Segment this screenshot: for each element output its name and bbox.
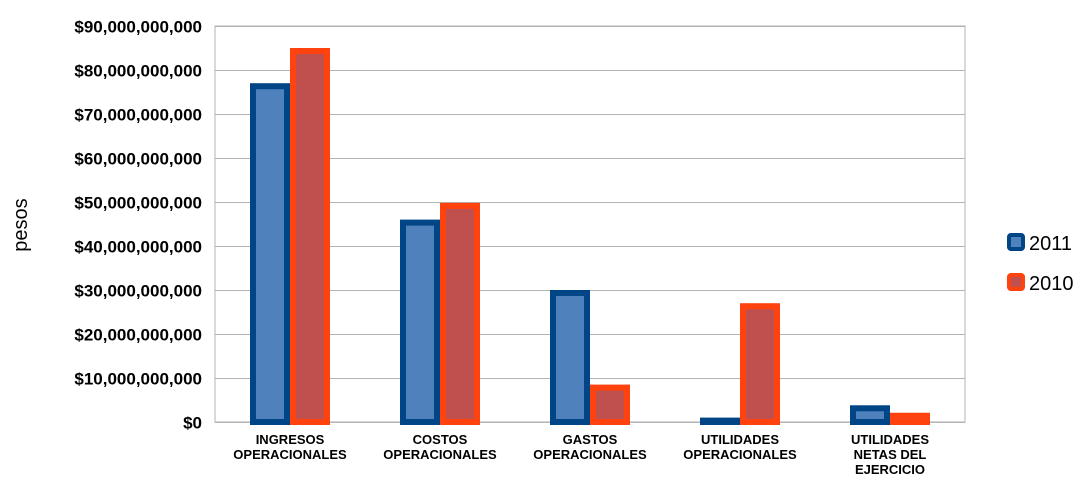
- y-tick-label: $90,000,000,000: [74, 18, 202, 37]
- x-category-label-line: UTILIDADES: [851, 432, 929, 447]
- x-category-label-line: UTILIDADES: [701, 432, 779, 447]
- x-category-label-line: GASTOS: [563, 432, 618, 447]
- bar-2011-4: [850, 405, 890, 425]
- bar-2010-0: [290, 48, 330, 425]
- y-tick-label: $80,000,000,000: [74, 62, 202, 81]
- x-category-label: UTILIDADES OPERACIONALES: [683, 432, 797, 462]
- x-category-label-line: COSTOS: [413, 432, 468, 447]
- bar-2010-3: [740, 303, 780, 426]
- legend-label-2011: 2011: [1029, 233, 1072, 255]
- bar-2010-2: [590, 384, 630, 426]
- bar-2011-1: [400, 219, 440, 425]
- x-category-label-line: OPERACIONALES: [533, 447, 647, 462]
- bar-2010-4: [890, 412, 930, 426]
- x-category-label-line: EJERCICIO: [855, 462, 925, 477]
- y-tick-label: $0: [183, 414, 202, 433]
- y-tick-label: $60,000,000,000: [74, 150, 202, 169]
- y-tick-label: $50,000,000,000: [74, 194, 202, 213]
- bar-2010-1: [440, 202, 480, 425]
- bar-2011-0: [250, 83, 290, 425]
- y-axis-title: pesos: [10, 198, 32, 251]
- bar-2011-2: [550, 290, 590, 425]
- legend-swatch-2011: [1007, 233, 1025, 251]
- y-axis-tick-labels: $0 $10,000,000,000 $20,000,000,000 $30,000,…: [74, 18, 202, 433]
- y-tick-label: $20,000,000,000: [74, 326, 202, 345]
- y-tick-label: $30,000,000,000: [74, 282, 202, 301]
- x-category-label-line: OPERACIONALES: [233, 447, 347, 462]
- legend: 2011 2010: [1007, 233, 1074, 295]
- y-tick-label: $40,000,000,000: [74, 238, 202, 257]
- y-tick-label: $10,000,000,000: [74, 370, 202, 389]
- x-category-label-line: INGRESOS: [256, 432, 325, 447]
- bars: [250, 48, 930, 426]
- x-category-label-line: OPERACIONALES: [683, 447, 797, 462]
- x-category-label: COSTOS OPERACIONALES: [383, 432, 497, 462]
- x-category-label-line: NETAS DEL: [854, 447, 927, 462]
- x-category-label-line: OPERACIONALES: [383, 447, 497, 462]
- legend-label-2010: 2010: [1029, 273, 1074, 295]
- x-category-label: UTILIDADES NETAS DEL EJERCICIO: [851, 432, 929, 477]
- x-category-label: INGRESOS OPERACIONALES: [233, 432, 347, 462]
- bar-2011-3: [700, 417, 740, 426]
- y-tick-label: $70,000,000,000: [74, 106, 202, 125]
- legend-swatch-2010: [1007, 273, 1025, 291]
- x-category-label: GASTOS OPERACIONALES: [533, 432, 647, 462]
